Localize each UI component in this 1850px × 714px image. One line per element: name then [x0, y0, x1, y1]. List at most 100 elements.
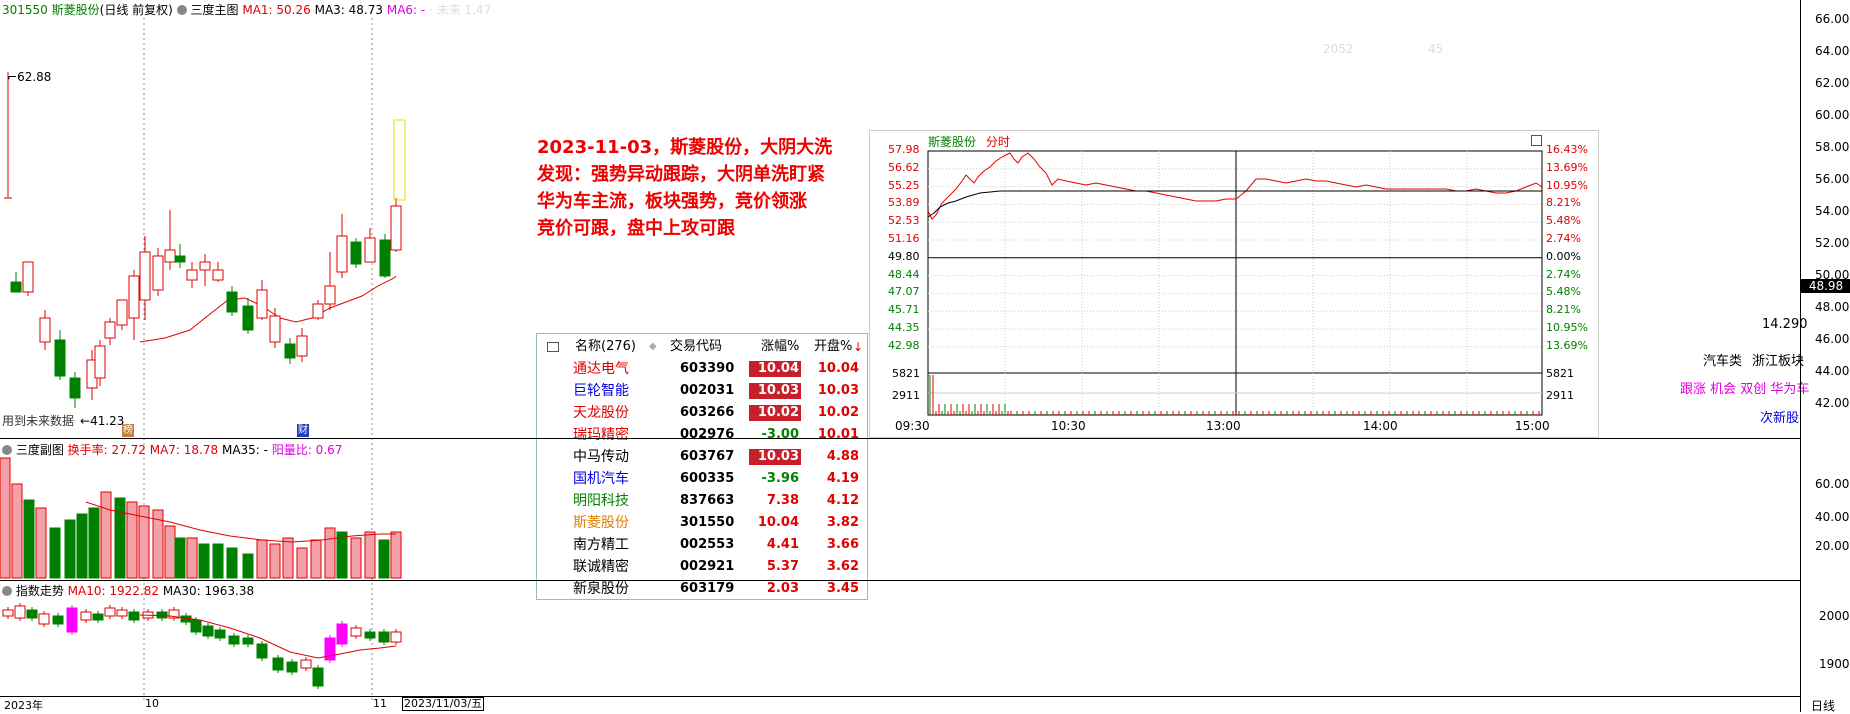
table-row[interactable]: 天龙股份 603266 10.02 10.02: [537, 402, 867, 424]
high-arrow-icon: ⌐: [7, 70, 18, 84]
index-candle-body: [156, 611, 168, 619]
table-row[interactable]: 南方精工 002553 4.41 3.66: [537, 534, 867, 556]
sort-desc-icon[interactable]: ↓: [853, 340, 864, 354]
row-change: 10.04: [757, 515, 799, 530]
row-name[interactable]: 联诚精密: [573, 559, 629, 575]
sub-dropdown-icon[interactable]: [2, 445, 12, 455]
row-name[interactable]: 中马传动: [573, 449, 629, 465]
row-code: 002553: [680, 537, 735, 552]
index-candle-body: [66, 607, 78, 633]
turnover-bar: [324, 527, 336, 579]
faint-top-b: 45: [1428, 42, 1444, 56]
col-chg-header[interactable]: 涨幅%: [761, 339, 800, 354]
intraday-left-tick: 56.62: [888, 160, 920, 174]
intraday-right-tick: 2.74%: [1546, 267, 1581, 281]
high-price-value: 62.88: [17, 70, 52, 84]
row-name[interactable]: 新泉股份: [573, 581, 629, 597]
row-name[interactable]: 天龙股份: [573, 405, 629, 421]
index-candle-body: [286, 661, 298, 673]
stock-code[interactable]: 301550: [2, 3, 48, 17]
main-pane-divider[interactable]: [0, 438, 1800, 439]
table-row[interactable]: 中马传动 603767 10.03 4.88: [537, 446, 867, 468]
row-name[interactable]: 国机汽车: [573, 471, 629, 487]
table-row[interactable]: 通达电气 603390 10.04 10.04: [537, 358, 867, 380]
intraday-type: 分时: [985, 135, 1010, 149]
marker-rank[interactable]: 榜: [122, 424, 134, 437]
turnover-bar: [269, 543, 281, 579]
intraday-avg-line: [927, 190, 1542, 218]
sort-icon[interactable]: ◆: [649, 341, 657, 352]
index-candle-body: [52, 615, 64, 625]
stock-list-table[interactable]: 名称(276) ◆ 交易代码 涨幅% 开盘% ↓ 通达电气 603390 10.04…: [536, 333, 868, 600]
main-indicator-name[interactable]: 三度主图: [190, 3, 239, 17]
annotation-box: 2023-11-03，斯菱股份，大阴大洗 发现：强势异动跟踪，大阴单洗盯紧 华为…: [537, 134, 832, 242]
col-open-header[interactable]: 开盘%: [814, 339, 853, 354]
price-tick: 66.00: [1815, 12, 1850, 26]
candle-body: [324, 285, 336, 305]
side-next: 次新股: [1760, 411, 1800, 426]
vol-label-top-right: 5821: [1546, 367, 1574, 380]
intraday-close-icon[interactable]: [1531, 135, 1542, 146]
row-name[interactable]: 斯菱股份: [573, 515, 629, 531]
table-row[interactable]: 国机汽车 600335 -3.96 4.19: [537, 468, 867, 490]
turnover-bar: [212, 543, 224, 579]
sub-tick-60: 60.00: [1815, 477, 1850, 491]
sub-chart-header: 三度副图 换手率: 27.72 MA7: 18.78 MA35: - 阳量比: …: [2, 441, 342, 458]
row-name[interactable]: 瑞玛精密: [573, 427, 629, 443]
ma10-value: MA10: 1922.82: [67, 584, 159, 598]
turnover-chart[interactable]: [0, 440, 1800, 580]
table-row[interactable]: 斯菱股份 301550 10.04 3.82: [537, 512, 867, 534]
turnover-bar: [256, 539, 268, 579]
kline-chart[interactable]: [0, 0, 1800, 712]
sub-pane-divider[interactable]: [0, 580, 1800, 581]
index-candle-body: [228, 635, 240, 645]
row-open: 3.62: [826, 559, 859, 574]
intraday-title: 斯菱股份 分时: [928, 133, 1010, 150]
intraday-popup[interactable]: 斯菱股份 分时 5821 2911 5821 2911 09:30 10:30 …: [869, 130, 1599, 438]
period-label[interactable]: 日线: [1811, 699, 1836, 713]
candle-body: [379, 239, 391, 277]
index-dropdown-icon[interactable]: [2, 586, 12, 596]
row-name[interactable]: 巨轮智能: [573, 383, 629, 399]
future-data-note: 用到未来数据: [2, 414, 75, 428]
candle-body: [164, 249, 176, 263]
row-open: 3.45: [826, 581, 859, 596]
index-candle-body: [390, 631, 402, 643]
col-name-header[interactable]: 名称(276): [575, 339, 636, 354]
stock-name[interactable]: 斯菱股份: [51, 3, 100, 17]
row-name[interactable]: 明阳科技: [573, 493, 629, 509]
price-axis[interactable]: 66.00 64.00 62.00 60.00 58.00 56.00 54.00 52.00…: [1800, 0, 1850, 713]
table-row[interactable]: 联诚精密 002921 5.37 3.62: [537, 556, 867, 578]
candle-body: [128, 275, 140, 319]
row-name[interactable]: 南方精工: [573, 537, 629, 553]
table-row[interactable]: 巨轮智能 002031 10.03 10.03: [537, 380, 867, 402]
turnover-bar: [198, 543, 210, 579]
row-change: 10.03: [749, 383, 801, 399]
list-menu-icon[interactable]: [547, 342, 559, 352]
row-change: -3.96: [761, 471, 799, 486]
annotation-line-3: 华为车主流，板块强势，竞价领涨: [537, 191, 807, 212]
table-row[interactable]: 明阳科技 837663 7.38 4.12: [537, 490, 867, 512]
indicator-dropdown-icon[interactable]: [176, 5, 187, 15]
intraday-right-tick: 10.95%: [1546, 321, 1588, 334]
intraday-right-tick: 5.48%: [1546, 214, 1581, 228]
low-price-label: ←41.23: [80, 414, 124, 428]
intraday-left-tick: 57.98: [888, 143, 920, 156]
row-code: 603266: [680, 405, 735, 420]
turnover-bar: [226, 547, 238, 579]
candle-body: [226, 291, 238, 313]
row-name[interactable]: 通达电气: [573, 361, 629, 377]
turnover-bar: [378, 539, 390, 579]
table-row[interactable]: 新泉股份 603179 2.03 3.45: [537, 578, 867, 600]
marker-finance[interactable]: 财: [297, 424, 309, 437]
col-code-header[interactable]: 交易代码: [670, 339, 723, 354]
candle-body: [10, 281, 22, 293]
intraday-left-tick: 53.89: [888, 196, 920, 210]
index-indicator-name[interactable]: 指数走势: [15, 584, 64, 598]
time-1300: 13:00: [1206, 419, 1241, 433]
candle-body: [22, 261, 34, 293]
index-chart[interactable]: [0, 580, 1800, 696]
candle-body: [39, 317, 51, 343]
row-open: 10.02: [817, 405, 859, 420]
sub-indicator-name[interactable]: 三度副图: [15, 443, 64, 457]
